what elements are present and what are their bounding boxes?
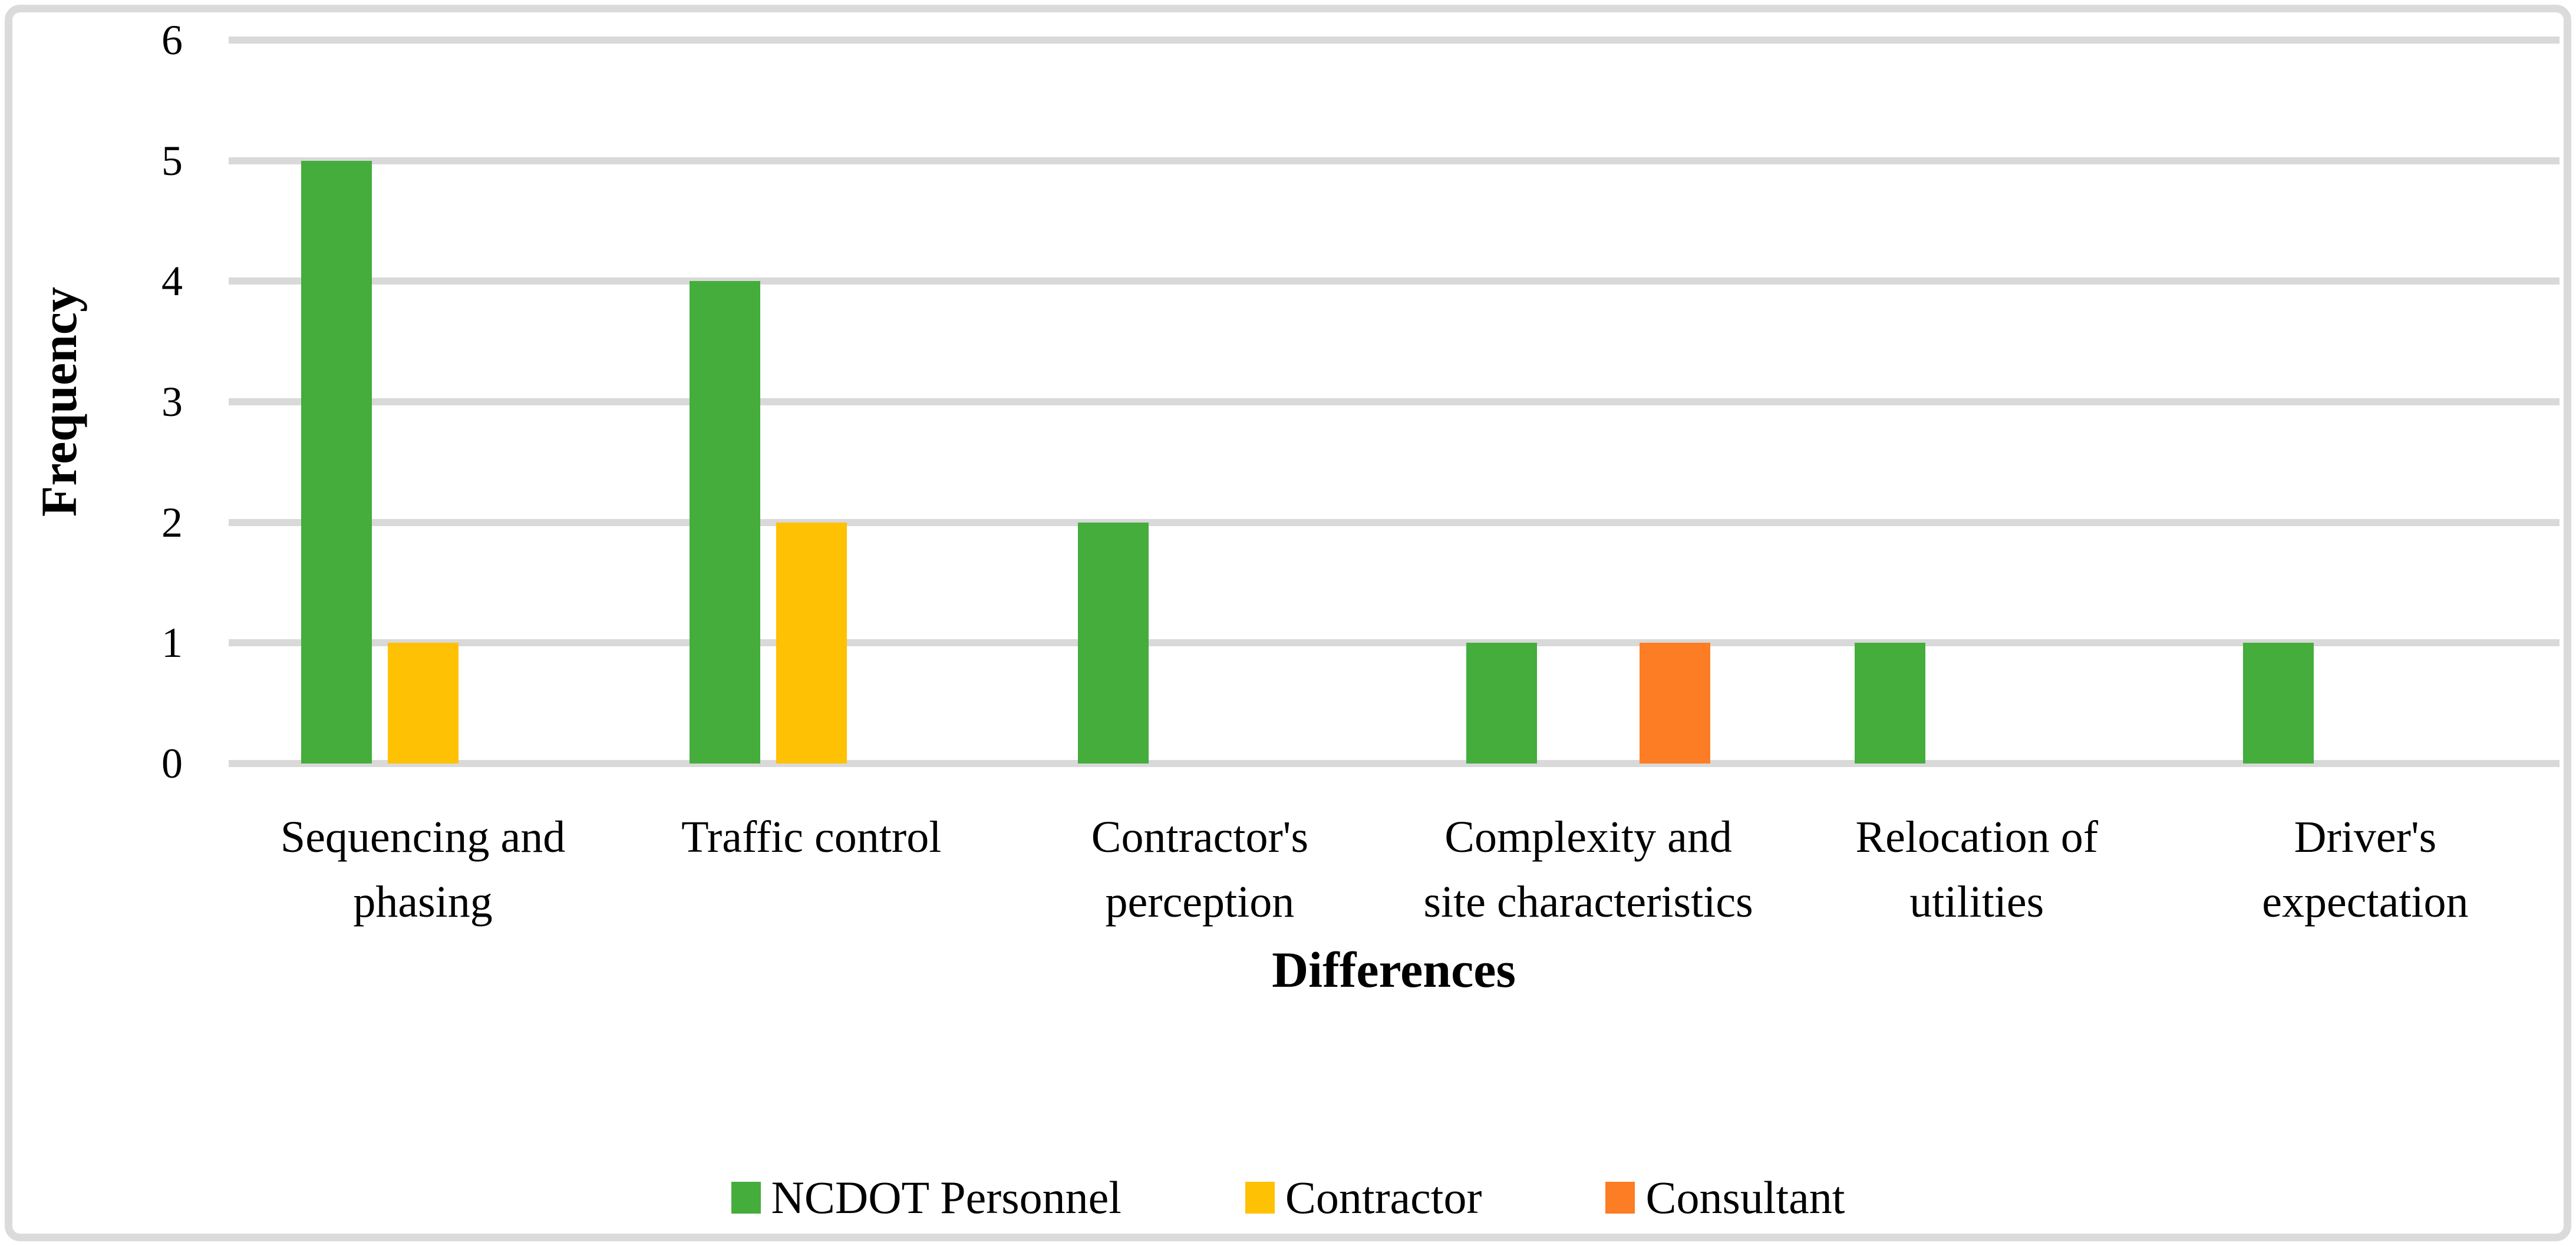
gridline-y3 [229,398,2559,405]
legend-label: Consultant [1645,1172,1845,1223]
bar-contractor-cat2 [776,522,847,764]
bar-contractor-cat1 [387,643,459,764]
x-category-label-5: Relocation of utilities [1855,812,2098,927]
y-tick-label-4: 4 [161,257,183,305]
bar-ncdot-personnel-cat2 [689,281,760,764]
y-tick-label-5: 5 [161,137,183,184]
x-category-label-1: Sequencing and phasing [280,812,566,927]
y-tick-label-0: 0 [161,740,183,787]
y-tick-label-3: 3 [161,378,183,425]
x-category-label-4: Complexity and site characteristics [1423,812,1753,927]
legend-label: Contractor [1285,1172,1482,1223]
x-category-label-6: Driver's expectation [2262,812,2469,927]
x-category-label-2: Traffic control [681,812,942,862]
bar-ncdot-personnel-cat1 [301,160,372,764]
gridline-y2 [229,518,2559,526]
plot-area [229,37,2559,767]
bar-ncdot-personnel-cat6 [2243,643,2314,764]
y-tick-label-1: 1 [161,619,183,667]
y-tick-label-6: 6 [161,16,183,64]
figure-border [5,5,2571,1241]
legend-item-consultant: Consultant [1605,1175,1845,1221]
bar-consultant-cat4 [1640,643,1711,764]
bar-ncdot-personnel-cat5 [1855,643,1926,764]
gridline-y0 [229,760,2559,767]
legend-swatch-icon [731,1182,761,1214]
legend-item-contractor: Contractor [1245,1175,1482,1221]
legend-swatch-icon [1605,1182,1635,1214]
bar-ncdot-personnel-cat4 [1466,643,1538,764]
gridline-y4 [229,277,2559,285]
gridline-y5 [229,157,2559,164]
gridline-y1 [229,639,2559,647]
gridline-y6 [229,37,2559,44]
x-category-label-3: Contractor's perception [1091,812,1309,927]
x-axis-title: Differences [1272,941,1516,998]
y-tick-label-2: 2 [161,498,183,546]
legend-item-ncdot-personnel: NCDOT Personnel [731,1175,1122,1221]
legend: NCDOT Personnel Contractor Consultant [0,1169,2576,1226]
legend-label: NCDOT Personnel [771,1172,1122,1223]
legend-swatch-icon [1245,1182,1275,1214]
bar-ncdot-personnel-cat3 [1077,522,1149,764]
